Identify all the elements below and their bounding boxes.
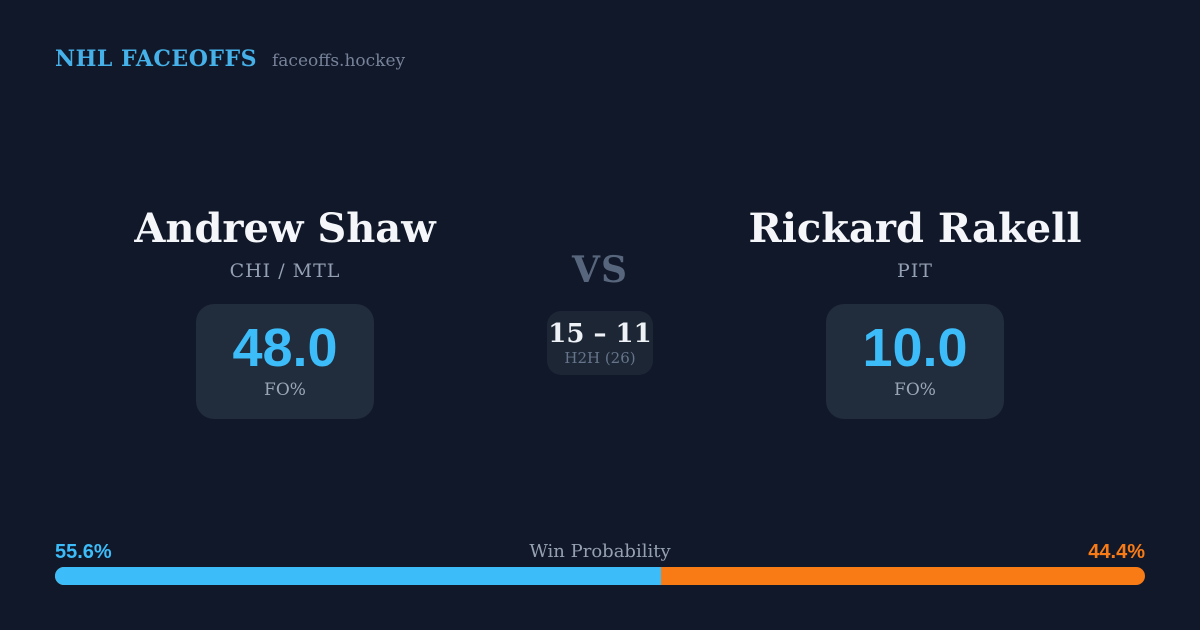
stat-card: 48.0 FO% xyxy=(196,304,374,419)
brand-title: NHL FACEOFFS xyxy=(55,46,257,72)
win-probability-title: Win Probability xyxy=(529,541,671,562)
player-team: PIT xyxy=(897,260,933,282)
h2h-label: H2H (26) xyxy=(564,349,636,367)
win-probability-right-pct: 44.4% xyxy=(1088,541,1145,563)
stat-card: 10.0 FO% xyxy=(826,304,1004,419)
header: NHL FACEOFFS faceoffs.hockey xyxy=(55,46,405,72)
stat-value: 10.0 xyxy=(862,318,968,378)
player-panel-left: Andrew Shaw CHI / MTL 48.0 FO% xyxy=(85,205,485,419)
win-probability-bar-left-segment xyxy=(55,567,662,585)
stat-value: 48.0 xyxy=(232,318,338,378)
player-team: CHI / MTL xyxy=(229,260,341,282)
win-probability-bar xyxy=(55,567,1145,585)
stat-label: FO% xyxy=(264,380,306,400)
h2h-score: 15 – 11 xyxy=(548,319,652,349)
matchup-center: VS 15 – 11 H2H (26) xyxy=(500,250,700,375)
player-panel-right: Rickard Rakell PIT 10.0 FO% xyxy=(715,205,1115,419)
stat-label: FO% xyxy=(894,380,936,400)
win-probability-labels: 55.6% Win Probability 44.4% xyxy=(55,540,1145,564)
vs-label: VS xyxy=(572,249,628,291)
win-probability-left-pct: 55.6% xyxy=(55,541,112,563)
site-domain: faceoffs.hockey xyxy=(272,51,406,71)
player-name: Rickard Rakell xyxy=(748,205,1082,252)
h2h-box: 15 – 11 H2H (26) xyxy=(547,311,653,375)
player-name: Andrew Shaw xyxy=(134,205,436,252)
